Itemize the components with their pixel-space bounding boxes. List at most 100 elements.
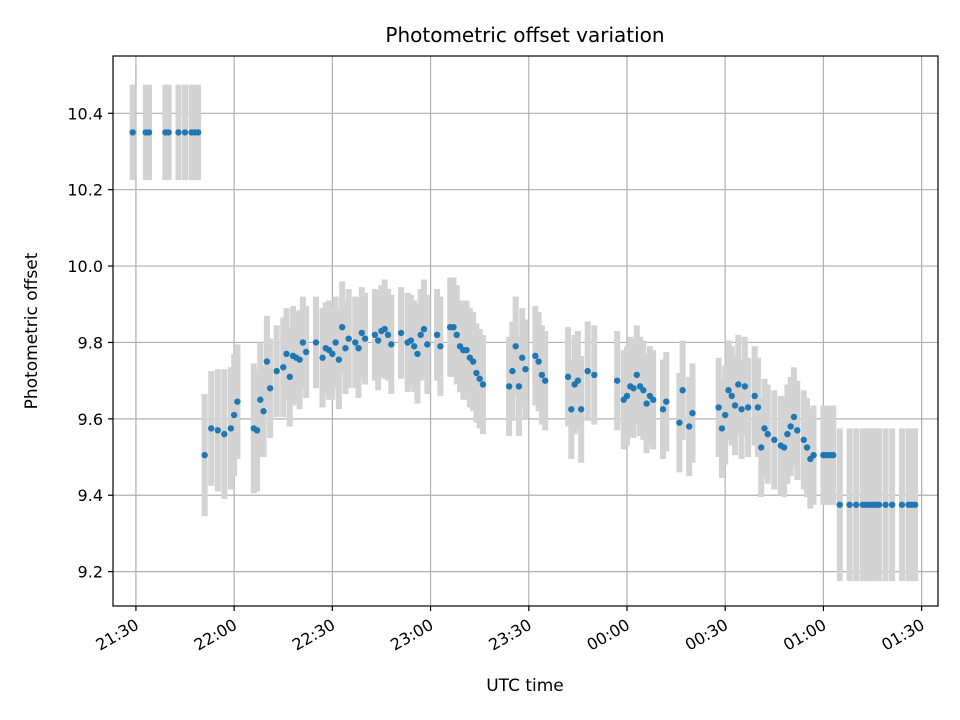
data-point bbox=[230, 411, 238, 419]
x-tick-label: 01:00 bbox=[780, 615, 829, 655]
chart-title: Photometric offset variation bbox=[385, 23, 664, 47]
data-point bbox=[420, 325, 428, 333]
data-point bbox=[338, 323, 346, 331]
data-point bbox=[384, 331, 392, 339]
data-point bbox=[591, 371, 598, 379]
data-point bbox=[898, 501, 906, 508]
x-tick-label: 22:00 bbox=[191, 615, 240, 655]
data-point bbox=[433, 331, 441, 339]
data-point bbox=[735, 381, 742, 388]
data-point bbox=[574, 377, 582, 384]
data-point bbox=[381, 325, 388, 333]
data-point bbox=[129, 129, 136, 136]
data-point bbox=[329, 350, 336, 358]
data-point bbox=[800, 436, 807, 444]
data-point bbox=[852, 501, 860, 508]
data-point bbox=[679, 387, 686, 394]
data-point bbox=[532, 352, 539, 360]
data-point bbox=[214, 427, 221, 434]
data-point bbox=[417, 331, 424, 339]
data-point bbox=[689, 409, 696, 417]
data-point bbox=[722, 411, 729, 419]
data-point bbox=[234, 398, 241, 405]
data-point bbox=[221, 430, 228, 438]
data-point bbox=[715, 404, 722, 411]
x-axis-title: UTC time bbox=[486, 676, 564, 696]
data-point bbox=[319, 354, 326, 361]
y-tick-label: 9.6 bbox=[78, 410, 103, 429]
data-point bbox=[643, 400, 650, 407]
data-point bbox=[424, 341, 431, 348]
data-point bbox=[257, 396, 264, 403]
data-point bbox=[519, 354, 526, 361]
data-point bbox=[649, 396, 657, 403]
data-point bbox=[165, 129, 172, 136]
data-point bbox=[260, 408, 267, 415]
data-point bbox=[512, 343, 519, 350]
x-tick-label: 23:00 bbox=[387, 615, 436, 655]
data-point bbox=[450, 323, 457, 331]
data-point bbox=[505, 383, 513, 390]
data-point bbox=[479, 381, 487, 388]
data-point bbox=[208, 425, 215, 432]
data-point bbox=[758, 444, 765, 451]
data-point bbox=[463, 346, 470, 354]
data-point bbox=[352, 339, 359, 346]
data-point bbox=[790, 413, 798, 421]
y-tick-label: 9.4 bbox=[78, 486, 103, 505]
data-point bbox=[754, 404, 762, 411]
data-point bbox=[476, 375, 483, 382]
data-points bbox=[129, 129, 919, 508]
data-point bbox=[286, 373, 293, 381]
data-point bbox=[280, 364, 287, 371]
data-point bbox=[410, 343, 418, 350]
x-tick-label: 00:30 bbox=[682, 615, 731, 655]
data-point bbox=[227, 425, 235, 432]
data-point bbox=[568, 406, 575, 413]
data-point bbox=[175, 129, 182, 136]
data-point bbox=[358, 329, 366, 337]
data-point bbox=[780, 444, 788, 451]
data-point bbox=[725, 387, 732, 394]
data-point bbox=[201, 451, 208, 459]
data-point bbox=[663, 398, 670, 405]
data-point bbox=[830, 451, 837, 459]
data-point bbox=[374, 337, 382, 344]
data-point bbox=[541, 377, 549, 384]
data-point bbox=[538, 371, 546, 379]
data-point bbox=[836, 501, 843, 508]
data-point bbox=[761, 425, 768, 432]
data-point bbox=[361, 335, 369, 342]
data-point bbox=[728, 392, 735, 400]
data-point bbox=[181, 129, 189, 136]
data-point bbox=[253, 427, 261, 434]
data-point bbox=[145, 129, 153, 136]
y-axis-title: Photometric offset bbox=[22, 252, 42, 409]
data-point bbox=[741, 383, 749, 390]
data-point bbox=[803, 444, 811, 451]
data-point bbox=[342, 344, 349, 352]
data-point bbox=[787, 423, 794, 430]
x-tick-label: 00:00 bbox=[584, 615, 633, 655]
data-point bbox=[283, 350, 290, 358]
data-point bbox=[888, 501, 896, 508]
data-point bbox=[437, 343, 444, 350]
data-point bbox=[718, 425, 726, 432]
data-point bbox=[613, 377, 621, 384]
data-point bbox=[273, 367, 280, 375]
y-axis: 9.2 9.4 9.6 9.8 10.0 10.2 10.4 bbox=[67, 104, 113, 582]
data-point bbox=[515, 383, 523, 390]
y-tick-label: 10.2 bbox=[67, 181, 103, 200]
data-point bbox=[633, 371, 641, 379]
data-point bbox=[397, 329, 405, 337]
data-point bbox=[738, 406, 745, 413]
data-point bbox=[299, 339, 307, 346]
data-point bbox=[414, 350, 421, 358]
data-point bbox=[784, 430, 791, 438]
data-point bbox=[577, 406, 585, 413]
data-point bbox=[810, 451, 817, 459]
data-point bbox=[875, 501, 883, 508]
x-tick-label: 22:30 bbox=[289, 615, 338, 655]
x-tick-label: 23:30 bbox=[485, 615, 534, 655]
